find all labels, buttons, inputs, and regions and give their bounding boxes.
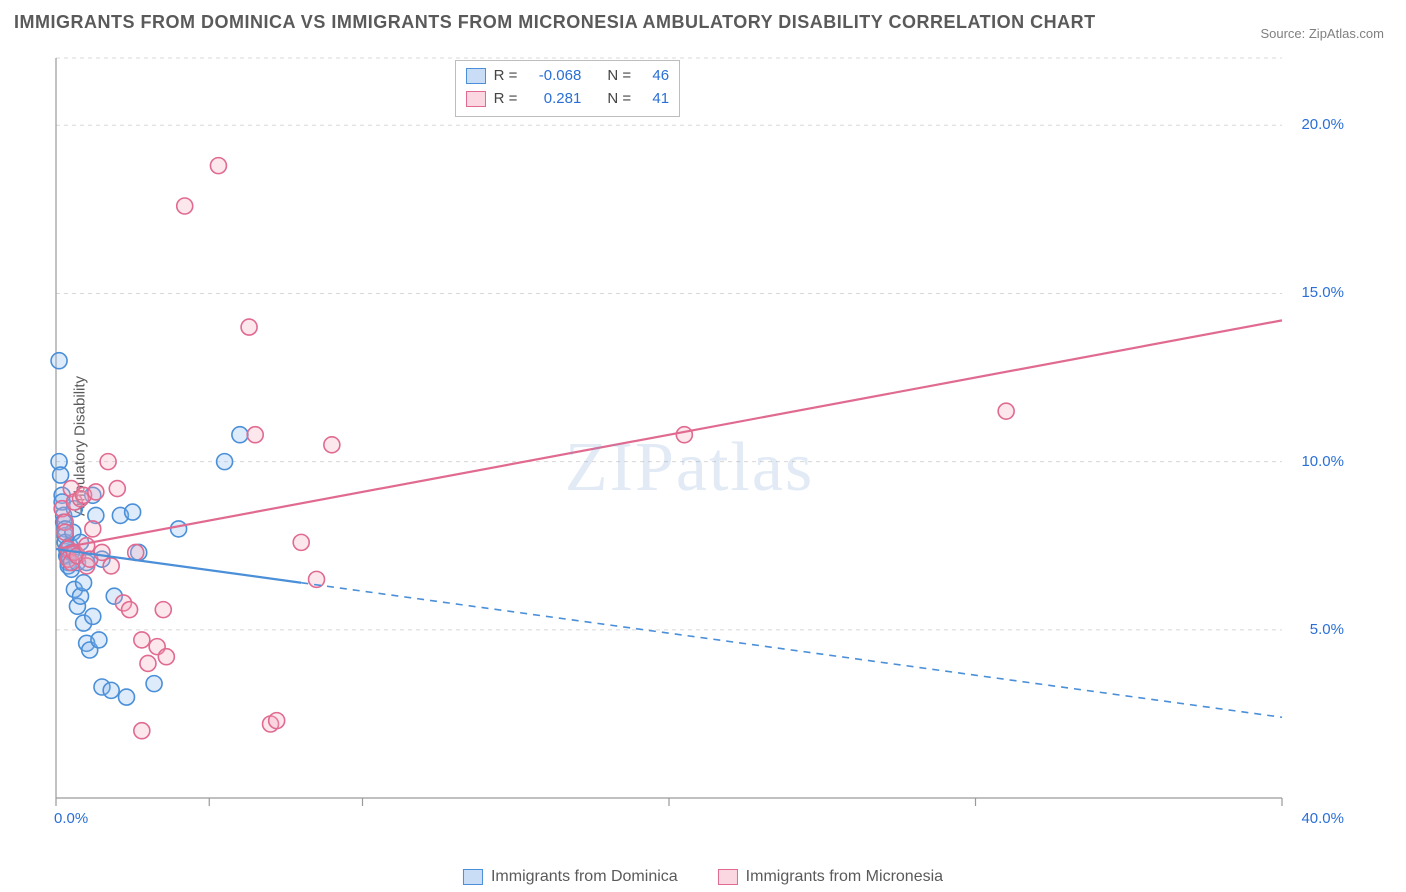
legend-item-dominica[interactable]: Immigrants from Dominica — [463, 868, 678, 886]
data-point[interactable] — [85, 521, 101, 537]
data-point[interactable] — [210, 158, 226, 174]
data-point[interactable] — [128, 544, 144, 560]
data-point[interactable] — [57, 524, 73, 540]
y-tick-label: 5.0% — [1310, 621, 1344, 638]
data-point[interactable] — [177, 198, 193, 214]
data-point[interactable] — [998, 403, 1014, 419]
data-point[interactable] — [109, 481, 125, 497]
data-point[interactable] — [155, 602, 171, 618]
plot-area: ZIPatlas R = -0.068 N = 46 R = 0.281 N =… — [50, 48, 1350, 828]
source-link[interactable]: ZipAtlas.com — [1309, 26, 1384, 41]
data-point[interactable] — [146, 676, 162, 692]
y-tick-label: 15.0% — [1301, 284, 1344, 301]
legend-label-dominica: Immigrants from Dominica — [491, 868, 678, 886]
data-point[interactable] — [140, 655, 156, 671]
data-point[interactable] — [125, 504, 141, 520]
n-label: N = — [607, 88, 631, 111]
data-point[interactable] — [324, 437, 340, 453]
correlation-legend: R = -0.068 N = 46 R = 0.281 N = 41 — [455, 60, 681, 117]
r-label: R = — [494, 65, 518, 88]
data-point[interactable] — [134, 723, 150, 739]
data-point[interactable] — [100, 454, 116, 470]
legend-label-micronesia: Immigrants from Micronesia — [746, 868, 943, 886]
n-value-micronesia: 41 — [639, 88, 669, 111]
n-label: N = — [607, 65, 631, 88]
y-tick-label: 20.0% — [1301, 116, 1344, 133]
legend-item-micronesia[interactable]: Immigrants from Micronesia — [718, 868, 943, 886]
r-value-dominica: -0.068 — [525, 65, 581, 88]
data-point[interactable] — [293, 534, 309, 550]
data-point[interactable] — [85, 608, 101, 624]
legend-swatch-micronesia — [466, 91, 486, 107]
legend-swatch-dominica — [463, 869, 483, 885]
data-point[interactable] — [51, 353, 67, 369]
data-point[interactable] — [118, 689, 134, 705]
chart-title: IMMIGRANTS FROM DOMINICA VS IMMIGRANTS F… — [14, 12, 1096, 33]
n-value-dominica: 46 — [639, 65, 669, 88]
data-point[interactable] — [676, 427, 692, 443]
correlation-legend-row-dominica: R = -0.068 N = 46 — [466, 65, 670, 88]
data-point[interactable] — [247, 427, 263, 443]
data-point[interactable] — [88, 484, 104, 500]
data-point[interactable] — [103, 558, 119, 574]
data-point[interactable] — [122, 602, 138, 618]
r-value-micronesia: 0.281 — [525, 88, 581, 111]
source-prefix: Source: — [1260, 26, 1308, 41]
data-point[interactable] — [103, 682, 119, 698]
data-point[interactable] — [91, 632, 107, 648]
data-point[interactable] — [171, 521, 187, 537]
r-label: R = — [494, 88, 518, 111]
y-tick-label: 10.0% — [1301, 453, 1344, 470]
data-point[interactable] — [241, 319, 257, 335]
series-legend: Immigrants from Dominica Immigrants from… — [463, 868, 943, 886]
data-point[interactable] — [134, 632, 150, 648]
correlation-legend-row-micronesia: R = 0.281 N = 41 — [466, 88, 670, 111]
data-point[interactable] — [269, 713, 285, 729]
data-point[interactable] — [232, 427, 248, 443]
x-tick-label: 40.0% — [1301, 810, 1344, 827]
legend-swatch-micronesia — [718, 869, 738, 885]
data-point[interactable] — [158, 649, 174, 665]
source-attribution: Source: ZipAtlas.com — [1260, 26, 1384, 41]
legend-swatch-dominica — [466, 68, 486, 84]
data-point[interactable] — [53, 467, 69, 483]
scatter-plot-svg — [50, 48, 1350, 828]
x-tick-label: 0.0% — [54, 810, 88, 827]
data-point[interactable] — [76, 575, 92, 591]
data-point[interactable] — [217, 454, 233, 470]
trend-line-extrapolated — [301, 583, 1282, 718]
